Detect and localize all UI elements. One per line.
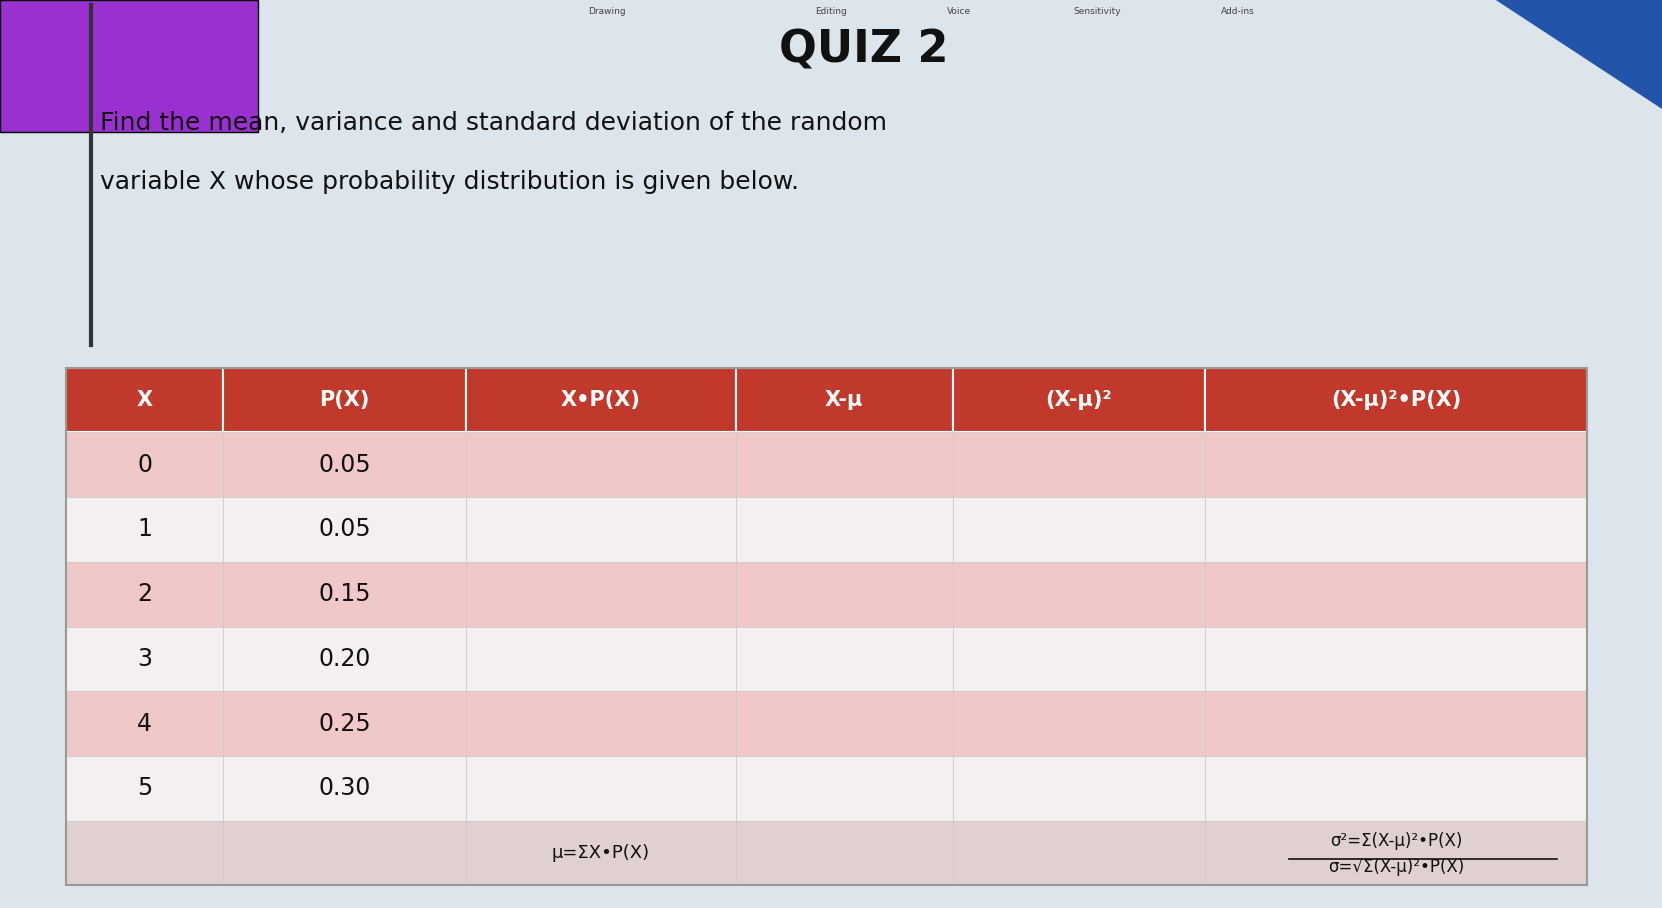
FancyBboxPatch shape xyxy=(0,0,258,132)
Text: 5: 5 xyxy=(136,776,153,800)
FancyBboxPatch shape xyxy=(66,498,223,562)
Text: 0.20: 0.20 xyxy=(319,646,371,671)
FancyBboxPatch shape xyxy=(66,562,223,627)
Polygon shape xyxy=(1496,0,1662,109)
FancyBboxPatch shape xyxy=(467,498,736,562)
Text: 0.15: 0.15 xyxy=(319,582,371,607)
FancyBboxPatch shape xyxy=(736,562,952,627)
FancyBboxPatch shape xyxy=(952,821,1205,885)
FancyBboxPatch shape xyxy=(1205,821,1587,885)
Text: Add-ins: Add-ins xyxy=(1222,7,1255,16)
FancyBboxPatch shape xyxy=(1205,562,1587,627)
Text: X: X xyxy=(136,390,153,410)
Text: Voice: Voice xyxy=(947,7,971,16)
FancyBboxPatch shape xyxy=(223,691,467,755)
FancyBboxPatch shape xyxy=(1205,755,1587,821)
FancyBboxPatch shape xyxy=(736,821,952,885)
FancyBboxPatch shape xyxy=(66,755,223,821)
Text: QUIZ 2: QUIZ 2 xyxy=(779,28,949,72)
FancyBboxPatch shape xyxy=(1205,627,1587,691)
Text: 4: 4 xyxy=(138,712,153,735)
FancyBboxPatch shape xyxy=(223,562,467,627)
FancyBboxPatch shape xyxy=(952,368,1205,432)
FancyBboxPatch shape xyxy=(952,562,1205,627)
FancyBboxPatch shape xyxy=(467,627,736,691)
Text: 0: 0 xyxy=(138,453,153,477)
Text: Sensitivity: Sensitivity xyxy=(1074,7,1120,16)
Text: P(X): P(X) xyxy=(319,390,369,410)
Text: σ=√Σ(X-μ)²•P(X): σ=√Σ(X-μ)²•P(X) xyxy=(1328,858,1464,876)
FancyBboxPatch shape xyxy=(952,627,1205,691)
FancyBboxPatch shape xyxy=(66,432,223,497)
FancyBboxPatch shape xyxy=(736,368,952,432)
FancyBboxPatch shape xyxy=(736,691,952,755)
FancyBboxPatch shape xyxy=(223,755,467,821)
FancyBboxPatch shape xyxy=(952,432,1205,497)
Text: Find the mean, variance and standard deviation of the random: Find the mean, variance and standard dev… xyxy=(100,111,888,134)
FancyBboxPatch shape xyxy=(952,755,1205,821)
FancyBboxPatch shape xyxy=(66,691,223,755)
FancyBboxPatch shape xyxy=(1205,432,1587,497)
Text: Editing: Editing xyxy=(814,7,848,16)
FancyBboxPatch shape xyxy=(66,821,223,885)
FancyBboxPatch shape xyxy=(66,368,223,432)
Text: (X-μ)²•P(X): (X-μ)²•P(X) xyxy=(1331,390,1461,410)
Text: 2: 2 xyxy=(138,582,153,607)
FancyBboxPatch shape xyxy=(736,755,952,821)
FancyBboxPatch shape xyxy=(467,691,736,755)
FancyBboxPatch shape xyxy=(223,498,467,562)
Text: 3: 3 xyxy=(138,646,153,671)
FancyBboxPatch shape xyxy=(736,498,952,562)
Text: X-μ: X-μ xyxy=(824,390,864,410)
FancyBboxPatch shape xyxy=(736,627,952,691)
FancyBboxPatch shape xyxy=(467,432,736,497)
Text: Drawing: Drawing xyxy=(588,7,625,16)
Text: X•P(X): X•P(X) xyxy=(562,390,642,410)
FancyBboxPatch shape xyxy=(223,432,467,497)
Text: (X-μ)²: (X-μ)² xyxy=(1045,390,1112,410)
Text: 1: 1 xyxy=(138,518,153,541)
Text: 0.05: 0.05 xyxy=(317,518,371,541)
FancyBboxPatch shape xyxy=(736,432,952,497)
FancyBboxPatch shape xyxy=(1205,368,1587,432)
FancyBboxPatch shape xyxy=(1205,691,1587,755)
FancyBboxPatch shape xyxy=(467,562,736,627)
Text: 0.05: 0.05 xyxy=(317,453,371,477)
FancyBboxPatch shape xyxy=(952,498,1205,562)
FancyBboxPatch shape xyxy=(467,755,736,821)
FancyBboxPatch shape xyxy=(1205,498,1587,562)
FancyBboxPatch shape xyxy=(66,627,223,691)
Text: μ=ΣX•P(X): μ=ΣX•P(X) xyxy=(552,844,650,862)
Text: σ²=Σ(X-μ)²•P(X): σ²=Σ(X-μ)²•P(X) xyxy=(1330,833,1463,850)
FancyBboxPatch shape xyxy=(223,368,467,432)
Text: variable X whose probability distribution is given below.: variable X whose probability distributio… xyxy=(100,170,799,193)
FancyBboxPatch shape xyxy=(467,368,736,432)
FancyBboxPatch shape xyxy=(467,821,736,885)
Text: 0.30: 0.30 xyxy=(319,776,371,800)
FancyBboxPatch shape xyxy=(223,627,467,691)
Text: 0.25: 0.25 xyxy=(317,712,371,735)
FancyBboxPatch shape xyxy=(223,821,467,885)
FancyBboxPatch shape xyxy=(952,691,1205,755)
